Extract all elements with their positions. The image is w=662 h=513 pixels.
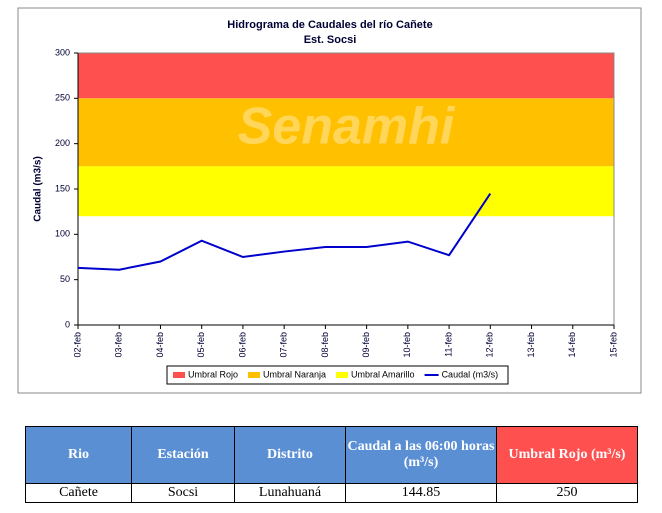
legend-label: Umbral Rojo [188,369,238,379]
y-tick-label: 150 [55,183,70,193]
cell: Socsi [131,483,235,503]
header-cell: Estación [131,426,235,484]
x-tick-label: 05-feb [196,332,206,358]
cell: Lunahuaná [234,483,346,503]
legend-label: Umbral Amarillo [351,369,415,379]
legend-swatch [248,372,261,378]
cell: 250 [496,483,638,503]
header-cell: Distrito [234,426,346,484]
chart: Hidrograma de Caudales del río Cañete Es… [17,7,642,394]
y-tick-label: 100 [55,229,70,239]
x-tick-label: 13-feb [526,332,536,358]
x-tick-label: 14-feb [567,332,577,358]
data-table: Rio Estación Distrito Caudal a las 06:00… [25,426,638,503]
chart-title: Hidrograma de Caudales del río Cañete [227,19,432,31]
x-tick-label: 07-feb [279,332,289,358]
x-tick-label: 08-feb [320,332,330,358]
x-tick-label: 03-feb [114,332,124,358]
threshold-band [78,53,614,99]
x-tick-label: 10-feb [402,332,412,358]
legend-label: Umbral Naranja [263,369,326,379]
x-tick-label: 02-feb [72,332,82,358]
x-tick-label: 06-feb [237,332,247,358]
y-tick-label: 300 [55,47,70,57]
header-cell: Caudal a las 06:00 horas (m³/s) [345,426,497,484]
y-tick-label: 0 [65,319,70,329]
x-tick-label: 04-feb [155,332,165,358]
chart-subtitle: Est. Socsi [304,34,357,46]
header-cell: Rio [25,426,132,484]
threshold-band [78,98,614,167]
y-tick-label: 250 [55,93,70,103]
threshold-band [78,166,614,217]
watermark: Senamhi [238,98,456,156]
y-tick-label: 200 [55,138,70,148]
series-line [77,192,492,271]
legend-label: Caudal (m3/s) [442,369,499,379]
x-tick-label: 11-feb [443,332,453,357]
legend-swatch [336,372,349,378]
x-tick-label: 09-feb [361,332,371,358]
legend-swatch [173,372,185,378]
x-tick-label: 12-feb [485,332,495,358]
cell: Cañete [25,483,132,503]
y-axis-title: Caudal (m3/s) [33,156,44,222]
x-tick-label: 15-feb [608,332,618,358]
y-tick-label: 50 [60,274,70,284]
header-cell: Umbral Rojo (m³/s) [496,426,638,484]
cell: 144.85 [345,483,497,503]
